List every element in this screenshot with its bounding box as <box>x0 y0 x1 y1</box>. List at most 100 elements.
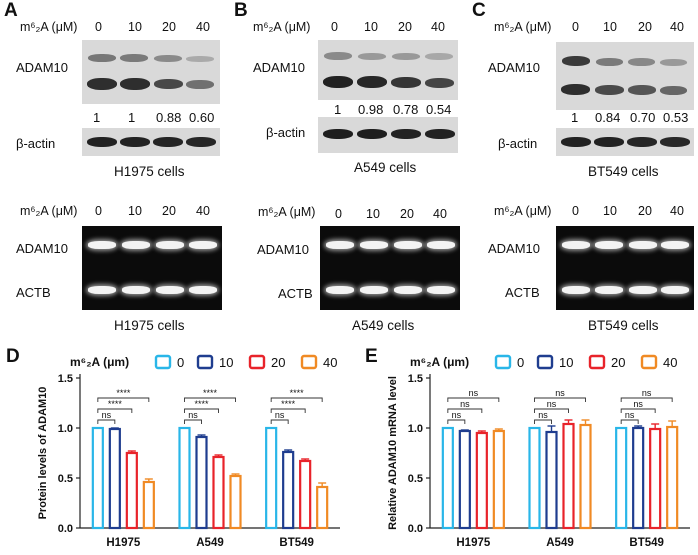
significance-label: **** <box>203 388 218 398</box>
bar <box>615 426 628 530</box>
bar <box>265 426 278 530</box>
dose-label: 40 <box>670 204 684 218</box>
bar <box>441 426 454 530</box>
legend-label: 10 <box>559 355 573 370</box>
bar <box>91 426 104 530</box>
significance-bracket <box>97 408 133 413</box>
band-quantification: 0.98 <box>358 102 384 117</box>
bar <box>545 430 558 530</box>
dose-label: 20 <box>398 20 412 34</box>
bar <box>458 429 471 530</box>
western-blot-target <box>318 40 458 100</box>
pcr-control-label: ACTB <box>278 286 313 301</box>
significance-label: ns <box>102 410 112 420</box>
dose-label: 0 <box>95 204 102 218</box>
legend-swatch <box>154 354 172 370</box>
band-quantification: 0.78 <box>393 102 419 117</box>
y-tick-label: 1.0 <box>58 423 73 435</box>
significance-bracket <box>184 419 202 424</box>
cell-line-caption: H1975 cells <box>114 164 185 179</box>
dose-label: 20 <box>638 204 652 218</box>
significance-label: ns <box>625 410 635 420</box>
target-protein-label: ADAM10 <box>16 60 69 75</box>
western-blot-target <box>82 40 220 104</box>
legend-label: 0 <box>177 355 184 370</box>
panel-letter: D <box>6 346 20 367</box>
legend-label: 10 <box>219 355 233 370</box>
band-quantification: 0.53 <box>663 110 689 125</box>
western-blot-control <box>318 117 458 153</box>
band-quantification: 0.70 <box>630 110 656 125</box>
significance-bracket <box>270 397 323 402</box>
cell-line-caption: BT549 cells <box>588 318 659 333</box>
dose-header-label: m⁶₂A (μM) <box>494 20 552 34</box>
band-quantification: 0.54 <box>426 102 452 117</box>
significance-bracket <box>620 408 656 413</box>
significance-label: ns <box>642 388 652 398</box>
pcr-target-label: ADAM10 <box>257 242 310 257</box>
legend-label: 40 <box>663 355 677 370</box>
pcr-target-label: ADAM10 <box>488 241 541 256</box>
bar <box>178 426 191 530</box>
panel-letter: C <box>472 0 486 21</box>
western-blot-control <box>556 128 694 156</box>
dose-label: 20 <box>162 204 176 218</box>
legend-swatch <box>536 354 554 370</box>
significance-bracket <box>447 419 466 424</box>
target-protein-label: ADAM10 <box>488 60 541 75</box>
dose-label: 40 <box>196 20 210 34</box>
significance-bracket <box>97 397 150 402</box>
significance-bracket <box>270 408 306 413</box>
dose-label: 20 <box>638 20 652 34</box>
dose-header-label: m⁶₂A (μM) <box>258 205 316 219</box>
dose-label: 10 <box>128 20 142 34</box>
panel-letter: B <box>234 0 248 21</box>
panel-letter: A <box>4 0 18 21</box>
dose-label: 0 <box>331 20 338 34</box>
bar <box>142 480 155 530</box>
significance-bracket <box>184 408 219 413</box>
dose-header-label: m⁶₂A (μM) <box>20 204 78 218</box>
legend-label: 0 <box>517 355 524 370</box>
bar <box>492 429 505 530</box>
bar <box>666 425 679 530</box>
control-protein-label: β-actin <box>16 136 56 151</box>
dose-label: 0 <box>95 20 102 34</box>
legend-label: 40 <box>323 355 337 370</box>
legend-label: 20 <box>271 355 285 370</box>
band-quantification: 0.60 <box>189 110 215 125</box>
significance-label: ns <box>469 388 479 398</box>
bar <box>579 423 592 530</box>
bar <box>649 427 662 530</box>
dose-header-label: m⁶₂A (μM) <box>253 20 311 34</box>
rt-pcr-gel <box>556 226 694 310</box>
band-quantification: 1 <box>571 110 579 125</box>
bar <box>475 431 488 530</box>
x-tick-label: BT549 <box>629 537 664 549</box>
significance-bracket <box>534 408 569 413</box>
significance-label: ns <box>633 399 643 409</box>
dose-label: 10 <box>603 20 617 34</box>
western-blot-target <box>556 42 694 110</box>
pcr-control-label: ACTB <box>16 285 51 300</box>
dose-label: 20 <box>400 207 414 221</box>
cell-line-caption: H1975 cells <box>114 318 185 333</box>
significance-bracket <box>620 397 673 402</box>
legend-swatch <box>640 354 658 370</box>
panel-letter: E <box>365 346 378 367</box>
target-protein-label: ADAM10 <box>253 60 306 75</box>
western-blot-control <box>82 128 220 156</box>
band-quantification: 1 <box>128 110 136 125</box>
significance-label: ns <box>460 399 470 409</box>
bar <box>316 485 329 530</box>
control-protein-label: β-actin <box>266 125 306 140</box>
y-axis-label: Protein levels of ADAM10 <box>37 387 49 520</box>
bar <box>562 422 575 530</box>
dose-label: 0 <box>335 207 342 221</box>
significance-bracket <box>534 419 552 424</box>
y-tick-label: 1.5 <box>58 373 73 385</box>
dose-label: 0 <box>572 204 579 218</box>
